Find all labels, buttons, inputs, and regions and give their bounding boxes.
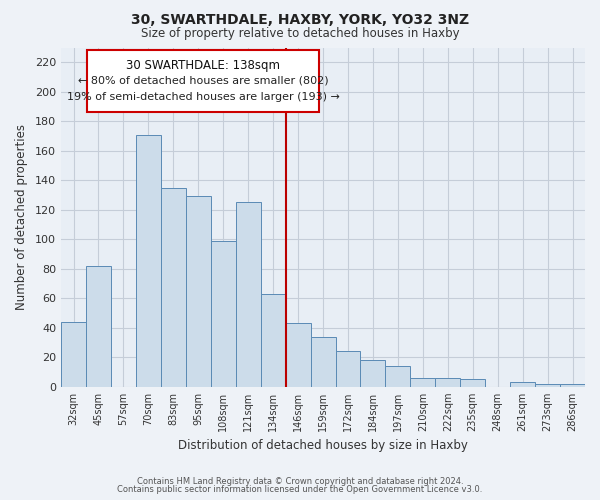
Bar: [236, 202, 260, 387]
Bar: [361, 360, 385, 387]
Text: 19% of semi-detached houses are larger (193) →: 19% of semi-detached houses are larger (…: [67, 92, 340, 102]
Bar: [410, 378, 436, 387]
Bar: [335, 352, 361, 387]
Y-axis label: Number of detached properties: Number of detached properties: [15, 124, 28, 310]
Text: Contains HM Land Registry data © Crown copyright and database right 2024.: Contains HM Land Registry data © Crown c…: [137, 477, 463, 486]
Bar: [61, 322, 86, 387]
Bar: [460, 380, 485, 387]
Bar: [186, 196, 211, 387]
Text: Size of property relative to detached houses in Haxby: Size of property relative to detached ho…: [140, 28, 460, 40]
Text: 30 SWARTHDALE: 138sqm: 30 SWARTHDALE: 138sqm: [126, 60, 280, 72]
Bar: [211, 241, 236, 387]
Bar: [136, 134, 161, 387]
Bar: [161, 188, 186, 387]
Bar: [385, 366, 410, 387]
Bar: [86, 266, 111, 387]
Bar: [436, 378, 460, 387]
Text: ← 80% of detached houses are smaller (802): ← 80% of detached houses are smaller (80…: [78, 76, 329, 86]
Bar: [260, 294, 286, 387]
X-axis label: Distribution of detached houses by size in Haxby: Distribution of detached houses by size …: [178, 440, 468, 452]
Bar: [560, 384, 585, 387]
Bar: [311, 336, 335, 387]
Bar: [286, 324, 311, 387]
FancyBboxPatch shape: [87, 50, 319, 112]
Bar: [510, 382, 535, 387]
Bar: [535, 384, 560, 387]
Text: Contains public sector information licensed under the Open Government Licence v3: Contains public sector information licen…: [118, 485, 482, 494]
Text: 30, SWARTHDALE, HAXBY, YORK, YO32 3NZ: 30, SWARTHDALE, HAXBY, YORK, YO32 3NZ: [131, 12, 469, 26]
